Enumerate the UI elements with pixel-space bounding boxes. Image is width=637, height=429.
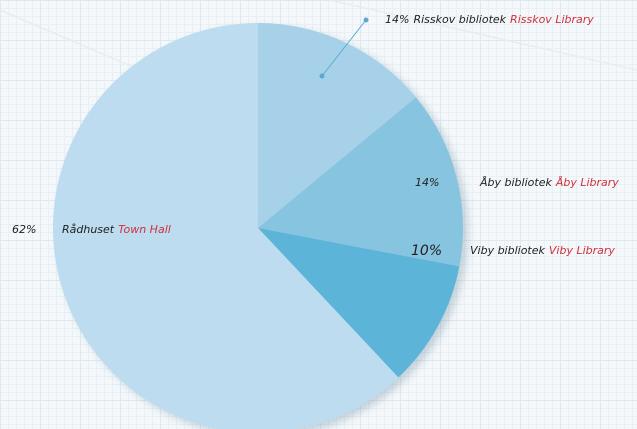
percent-label: 14% (385, 13, 409, 26)
pie-slice (53, 23, 399, 429)
percent-label: 14% (415, 176, 439, 189)
name-danish: Rådhuset (62, 223, 115, 236)
slice-label: Risskov bibliotek Risskov Library (413, 13, 594, 26)
name-danish: Risskov bibliotek (413, 13, 506, 26)
name-english: Viby Library (549, 244, 616, 257)
name-danish: Viby bibliotek (470, 244, 546, 257)
pie (53, 23, 463, 429)
name-english: Town Hall (118, 223, 171, 236)
slice-label: Åby bibliotek Åby Library (479, 176, 619, 189)
pie-slice (258, 23, 416, 228)
percent-label: 10% (411, 243, 442, 259)
name-danish: Åby bibliotek (479, 176, 552, 189)
name-english: Åby Library (555, 176, 619, 189)
percent-label: 62% (12, 223, 36, 236)
leader-line (321, 19, 367, 77)
pie-slice (258, 97, 463, 267)
slice-label: Rådhuset Town Hall (62, 223, 171, 236)
decor-line (329, 0, 637, 71)
name-english: Risskov Library (510, 13, 594, 26)
leader-dot (363, 17, 369, 23)
pie-slice (258, 228, 460, 378)
decor-line (0, 9, 141, 71)
slice-label: Viby bibliotek Viby Library (470, 244, 615, 257)
leader-dot (319, 73, 325, 79)
